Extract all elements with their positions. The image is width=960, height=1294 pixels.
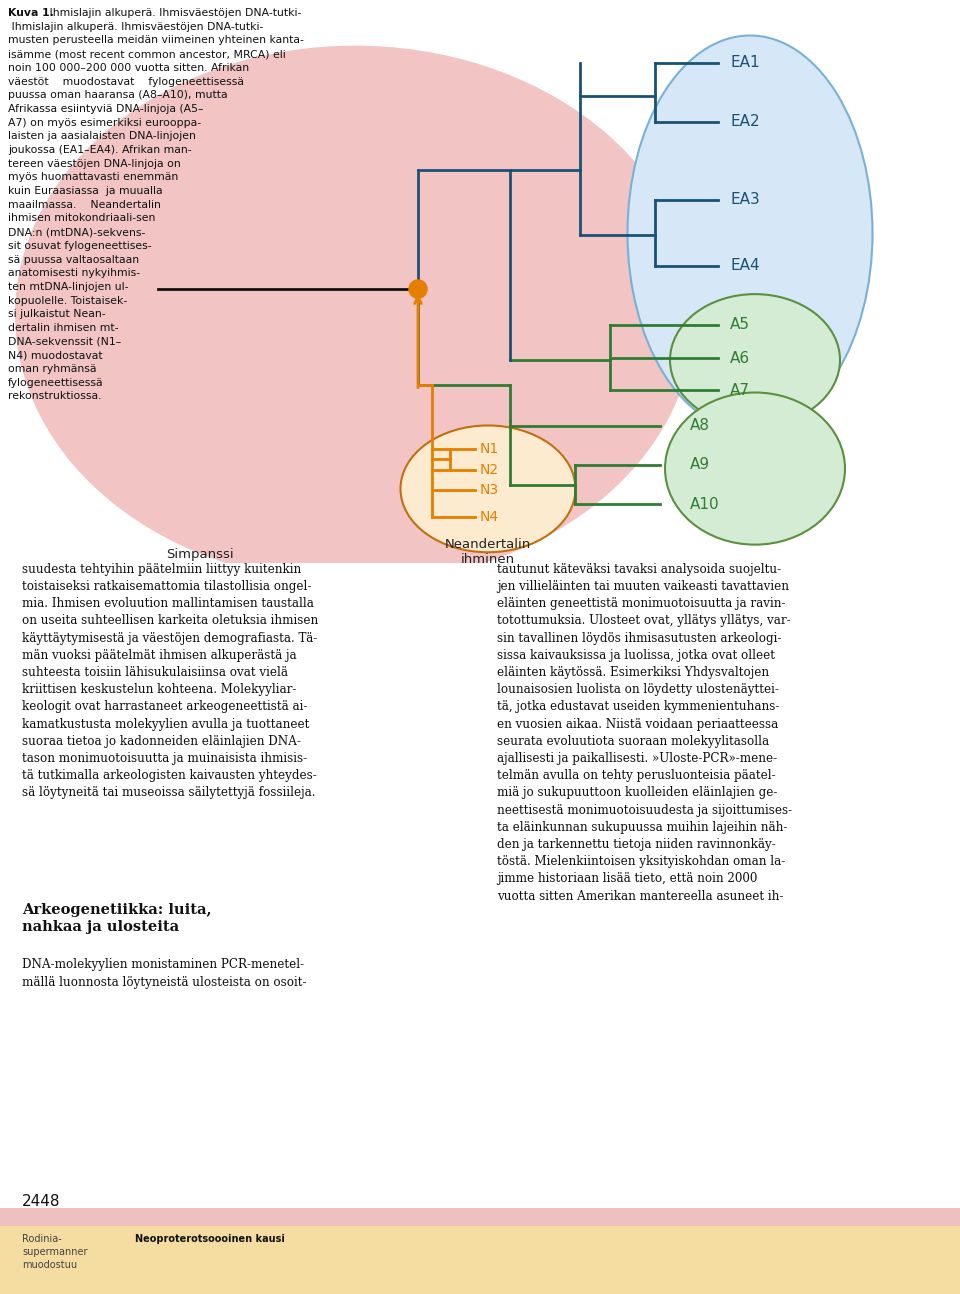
Text: joukossa (EA1–EA4). Afrikan man-: joukossa (EA1–EA4). Afrikan man- (8, 145, 192, 155)
Ellipse shape (670, 294, 840, 426)
Ellipse shape (665, 392, 845, 545)
Text: EA1: EA1 (730, 56, 759, 70)
Ellipse shape (628, 35, 873, 431)
Text: A9: A9 (690, 457, 710, 472)
Bar (0, 1207, 960, 1225)
Text: tereen väestöjen DNA-linjoja on: tereen väestöjen DNA-linjoja on (8, 159, 180, 168)
Text: DNA-sekvenssit (N1–: DNA-sekvenssit (N1– (8, 336, 121, 347)
Text: musten perusteella meidän viimeinen yhteinen kanta-: musten perusteella meidän viimeinen yhte… (8, 35, 304, 45)
Text: A10: A10 (690, 497, 720, 511)
Text: fylogeneettisessä: fylogeneettisessä (8, 378, 104, 388)
Text: rekonstruktiossa.: rekonstruktiossa. (8, 392, 102, 401)
Text: Neandertalin
ihminen: Neandertalin ihminen (444, 537, 531, 565)
Text: Ihmislajin alkuperä. Ihmisväestöjen DNA-tutki-: Ihmislajin alkuperä. Ihmisväestöjen DNA-… (8, 22, 263, 32)
Text: EA4: EA4 (730, 259, 759, 273)
Text: Ihmislajin alkuperä. Ihmisväestöjen DNA-tutki-: Ihmislajin alkuperä. Ihmisväestöjen DNA-… (46, 8, 301, 18)
Text: Arkeogenetiikka: luita,
nahkaa ja ulosteita: Arkeogenetiikka: luita, nahkaa ja uloste… (22, 903, 211, 934)
Text: Simpanssi: Simpanssi (166, 547, 234, 560)
Text: kopuolelle. Toistaisek-: kopuolelle. Toistaisek- (8, 295, 128, 305)
Text: Neoproterotsoooinen kausi: Neoproterotsoooinen kausi (135, 1234, 285, 1244)
Ellipse shape (400, 426, 575, 553)
Bar (0, 1225, 960, 1294)
Text: puussa oman haaransa (A8–A10), mutta: puussa oman haaransa (A8–A10), mutta (8, 91, 228, 100)
Text: N4: N4 (480, 510, 499, 524)
Text: A8: A8 (690, 418, 710, 433)
Text: myös huomattavasti enemmän: myös huomattavasti enemmän (8, 172, 179, 182)
Text: EA2: EA2 (730, 114, 759, 129)
Ellipse shape (15, 45, 695, 584)
Text: 2448: 2448 (22, 1194, 60, 1209)
Text: sä puussa valtaosaltaan: sä puussa valtaosaltaan (8, 255, 139, 264)
Text: Afrikassa esiintyviä DNA-linjoja (A5–: Afrikassa esiintyviä DNA-linjoja (A5– (8, 104, 204, 114)
Text: A7) on myös esimerkiksi eurooppa-: A7) on myös esimerkiksi eurooppa- (8, 118, 202, 128)
Text: EA3: EA3 (730, 193, 759, 207)
Text: oman ryhmänsä: oman ryhmänsä (8, 364, 97, 374)
Text: A5: A5 (730, 317, 750, 333)
Text: N2: N2 (480, 462, 499, 476)
Text: isämme (most recent common ancestor, MRCA) eli: isämme (most recent common ancestor, MRC… (8, 49, 286, 60)
Text: dertalin ihmisen mt-: dertalin ihmisen mt- (8, 324, 118, 333)
Text: väestöt    muodostavat    fylogeneettisessä: väestöt muodostavat fylogeneettisessä (8, 76, 244, 87)
Text: DNA-molekyylien monistaminen PCR-menetel-
mällä luonnosta löytyneistä ulosteista: DNA-molekyylien monistaminen PCR-menetel… (22, 959, 306, 989)
Text: si julkaistut Nean-: si julkaistut Nean- (8, 309, 106, 320)
Text: N3: N3 (480, 483, 499, 497)
Text: Rodinia-
supermanner
muodostuu: Rodinia- supermanner muodostuu (22, 1234, 87, 1271)
Text: N4) muodostavat: N4) muodostavat (8, 351, 103, 361)
Text: suudesta tehtyihin päätelmiin liittyy kuitenkin
toistaiseksi ratkaisemattomia ti: suudesta tehtyihin päätelmiin liittyy ku… (22, 563, 319, 800)
Text: DNA:n (mtDNA)-sekvens-: DNA:n (mtDNA)-sekvens- (8, 228, 145, 237)
Text: A6: A6 (730, 351, 750, 365)
Text: laisten ja aasialaisten DNA-linjojen: laisten ja aasialaisten DNA-linjojen (8, 132, 196, 141)
Text: anatomisesti nykyihmis-: anatomisesti nykyihmis- (8, 268, 140, 278)
Text: Kuva 1.: Kuva 1. (8, 8, 54, 18)
Text: ten mtDNA-linjojen ul-: ten mtDNA-linjojen ul- (8, 282, 129, 292)
Text: N1: N1 (480, 443, 499, 457)
Text: ihmisen mitokondriaali­sen: ihmisen mitokondriaali­sen (8, 214, 156, 224)
Text: tautunut käteväksi tavaksi analysoida suojeltu-
jen villieläinten tai muuten vai: tautunut käteväksi tavaksi analysoida su… (497, 563, 792, 903)
Text: sit osuvat fylogeneettises-: sit osuvat fylogeneettises- (8, 241, 152, 251)
Text: kuin Euraasiassa  ja muualla: kuin Euraasiassa ja muualla (8, 186, 162, 197)
Circle shape (409, 280, 427, 298)
Text: noin 100 000–200 000 vuotta sitten. Afrikan: noin 100 000–200 000 vuotta sitten. Afri… (8, 63, 250, 72)
Text: maailmassa.    Neandertalin: maailmassa. Neandertalin (8, 199, 161, 210)
Text: A7: A7 (730, 383, 750, 399)
